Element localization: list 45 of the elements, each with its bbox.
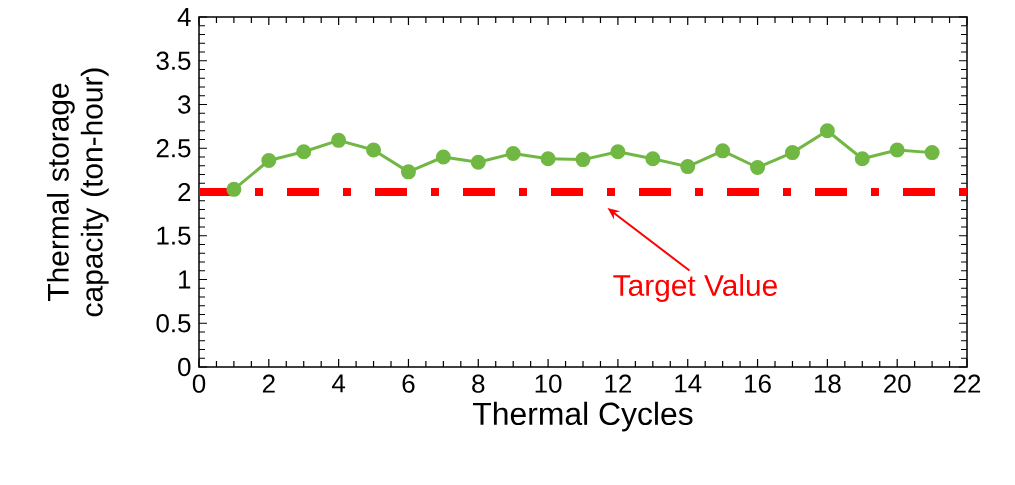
point <box>784 145 800 161</box>
x-tick-label: 14 <box>675 374 702 393</box>
x-tick-label: 2 <box>262 374 275 393</box>
y-tick-label: 2.5 <box>156 139 191 158</box>
point <box>435 149 451 165</box>
point <box>680 159 696 175</box>
x-tick-label: 20 <box>884 374 911 393</box>
point <box>750 160 766 175</box>
point <box>854 151 870 167</box>
x-axis-title: Thermal Cycles <box>473 401 693 432</box>
point <box>715 143 731 159</box>
y-tick-label: 1.5 <box>157 226 191 245</box>
y-tick-label: 1 <box>179 270 191 289</box>
point <box>924 145 940 161</box>
x-tick-label: 10 <box>535 374 562 393</box>
point <box>575 152 591 168</box>
point <box>645 151 661 167</box>
y-tick-label: 3 <box>178 95 191 114</box>
annotation: Target Value <box>613 274 777 302</box>
y-tick-label: 2 <box>178 182 191 202</box>
x-tick-label: 22 <box>953 374 981 393</box>
x-tick-label: 18 <box>814 374 841 393</box>
y-tick-label: 0.5 <box>156 314 191 333</box>
point <box>819 123 835 139</box>
point <box>331 132 347 148</box>
point <box>540 151 556 167</box>
point <box>296 144 312 160</box>
point <box>226 181 242 197</box>
point <box>470 154 486 170</box>
x-tick-label: 16 <box>745 374 771 393</box>
point <box>505 146 521 161</box>
x-tick-label: 0 <box>192 374 206 393</box>
point <box>610 144 626 160</box>
point <box>261 153 277 168</box>
point <box>400 164 416 180</box>
y-tick-label: 4 <box>177 8 191 26</box>
x-tick-label: 4 <box>332 374 346 393</box>
point <box>889 142 905 158</box>
x-tick-label: 8 <box>472 374 485 393</box>
x-tick-label: 12 <box>605 374 632 393</box>
y-tick-label: 3.5 <box>156 51 191 70</box>
y-axis-title: Thermal storage capacity (ton-hour) <box>46 68 109 317</box>
x-tick-label: 6 <box>402 374 415 393</box>
point <box>366 142 382 158</box>
y-tick-label: 0 <box>178 357 191 377</box>
